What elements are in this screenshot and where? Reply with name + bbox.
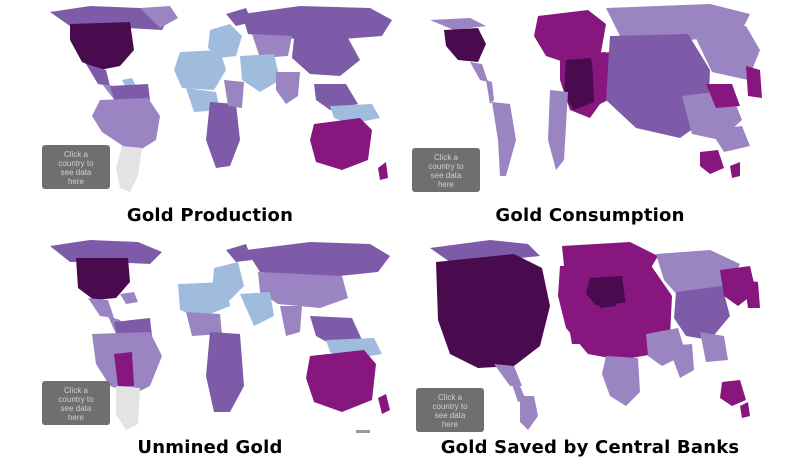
region-caribbean <box>120 292 138 304</box>
region-france-italy <box>588 302 642 346</box>
region-north-africa <box>174 50 226 90</box>
cartogram-production[interactable] <box>30 0 400 200</box>
country-info-text: Click a country to see data here <box>58 386 94 422</box>
country-info-box[interactable]: Click a country to see data here <box>412 148 480 192</box>
region-australia <box>700 150 724 174</box>
country-info-text: Click a country to see data here <box>432 393 468 429</box>
region-india <box>276 72 300 104</box>
country-info-box[interactable]: Click a country to see data here <box>42 145 110 189</box>
region-east-asia <box>692 26 760 80</box>
region-india <box>668 344 694 378</box>
region-brazil-peru <box>92 98 160 150</box>
region-mexico <box>494 364 522 386</box>
map-panel-production: Click a country to see data here <box>30 0 400 200</box>
region-japan <box>744 280 760 308</box>
region-new-zealand <box>740 402 750 418</box>
region-new-zealand <box>378 162 388 180</box>
region-europe <box>534 10 606 64</box>
region-se-asia <box>700 332 728 362</box>
map-panel-consumption: Click a country to see data here <box>410 0 790 200</box>
region-china <box>292 38 360 76</box>
region-greenland <box>140 6 178 28</box>
region-indonesia-png <box>330 104 380 124</box>
map-panel-unmined: Click a country to see data here <box>30 236 400 436</box>
region-scandinavia <box>226 244 252 262</box>
region-south-america <box>520 396 538 430</box>
region-australia <box>310 118 372 170</box>
region-new-zealand <box>378 394 390 414</box>
region-north-africa <box>178 282 230 318</box>
cartogram-unmined[interactable] <box>30 236 400 436</box>
region-middle-east <box>240 292 274 326</box>
region-se-asia <box>314 84 358 110</box>
caption-central-banks: Gold Saved by Central Banks <box>440 437 740 458</box>
region-kazakhstan-china <box>258 272 348 308</box>
country-info-box[interactable]: Click a country to see data here <box>42 381 110 425</box>
region-usa <box>444 28 486 62</box>
region-usa <box>70 22 134 70</box>
region-china <box>606 34 710 138</box>
region-canada <box>430 18 486 30</box>
region-russia <box>656 250 740 298</box>
region-russia <box>246 242 390 278</box>
region-central-america <box>486 80 494 104</box>
region-usa <box>436 254 550 368</box>
map-panel-central-banks: Click a country to see data here <box>410 236 790 436</box>
cartogram-central-banks[interactable] <box>410 236 790 436</box>
region-mexico <box>86 64 110 86</box>
region-japan <box>746 66 762 98</box>
caption-unmined-gold: Unmined Gold <box>137 437 283 458</box>
region-east-africa <box>224 80 244 108</box>
caption-gold-consumption: Gold Consumption <box>495 205 685 226</box>
region-new-zealand <box>730 162 740 178</box>
region-south-africa <box>206 102 240 168</box>
region-indonesia <box>710 126 750 152</box>
region-switzerland <box>596 292 618 308</box>
region-se-asia <box>310 316 362 346</box>
region-south-america <box>492 102 516 176</box>
region-south-africa <box>206 332 244 412</box>
region-europe-west <box>208 24 242 58</box>
region-australia <box>720 380 746 406</box>
region-chile-argentina <box>116 146 142 192</box>
region-africa <box>602 356 640 406</box>
cartogram-consumption[interactable] <box>410 0 790 200</box>
region-peru-highlands <box>114 352 134 386</box>
scale-marker <box>356 430 370 433</box>
region-china <box>674 286 730 340</box>
region-chile-argentina <box>116 386 140 430</box>
region-mexico <box>470 62 488 82</box>
country-info-text: Click a country to see data here <box>58 150 94 186</box>
region-australia <box>306 350 376 412</box>
country-info-box[interactable]: Click a country to see data here <box>416 388 484 432</box>
region-west-africa <box>186 312 222 336</box>
region-india <box>280 306 302 336</box>
caption-gold-production: Gold Production <box>126 205 294 226</box>
country-info-text: Click a country to see data here <box>428 153 464 189</box>
region-middle-east <box>240 54 280 92</box>
region-russia <box>242 6 392 40</box>
region-kazakhstan <box>252 34 292 58</box>
region-mexico <box>88 298 114 318</box>
region-spain <box>568 322 594 344</box>
region-vietnam-thailand <box>706 84 740 108</box>
region-india <box>564 58 594 110</box>
region-usa <box>76 258 130 300</box>
region-africa <box>548 90 568 170</box>
